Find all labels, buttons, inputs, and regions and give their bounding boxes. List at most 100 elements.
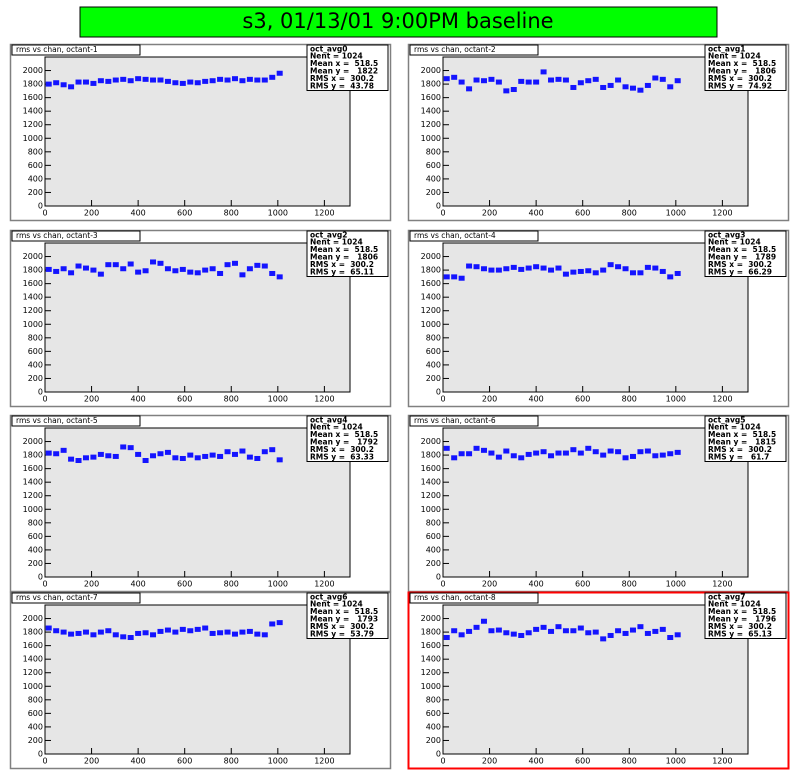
data-point [555,76,562,82]
data-point [231,631,238,637]
data-point [548,267,555,273]
data-point [82,455,89,461]
data-point [488,267,495,273]
data-point [451,74,458,80]
canvas-title: s3, 01/13/01 9:00PM baseline [242,9,553,33]
stats-line: Mean y = 1806 [310,253,378,262]
data-point [157,628,164,634]
data-point [644,448,651,454]
pad[interactable]: 0 200 400 600 800 1000 1200 1400 1600 1800 2000 0 20… [9,591,392,770]
data-point [540,265,547,271]
pad-title: rms vs chan, octant-7 [16,593,98,602]
data-point [659,268,666,274]
data-point [172,629,179,635]
data-point [615,449,622,455]
y-tick-label: 600 [426,532,441,541]
data-point [224,77,231,83]
y-tick-label: 1600 [23,641,43,650]
y-tick-label: 2000 [421,66,441,75]
data-point [577,268,584,274]
data-point [82,265,89,271]
data-point [90,267,97,273]
data-point [592,629,599,635]
y-tick-label: 1400 [421,478,441,487]
y-tick-label: 0 [436,750,441,759]
data-point [503,448,510,454]
data-point [239,629,246,635]
x-tick-label: 400 [130,757,145,766]
y-tick-label: 1800 [23,80,43,89]
data-point [68,84,75,90]
pad[interactable]: 0 200 400 600 800 1000 1200 1400 1600 1800 2000 0 20… [407,43,790,222]
data-point [667,274,674,280]
data-point [510,631,517,637]
stats-box [704,44,787,91]
y-tick-label: 1000 [23,134,43,143]
data-point [97,271,104,277]
pad[interactable]: 0 200 400 600 800 1000 1200 1400 1600 1800 2000 0 20… [407,229,790,408]
data-point [53,451,60,457]
data-point [540,624,547,630]
data-point [90,454,97,460]
data-point [667,635,674,641]
data-point [105,628,112,634]
data-point [577,625,584,631]
x-tick-label: 400 [130,580,145,589]
x-tick-label: 0 [440,757,445,766]
data-point [644,82,651,88]
y-tick-label: 1000 [23,505,43,514]
data-point [600,636,607,642]
data-point [187,452,194,458]
data-point [607,262,614,268]
x-tick-label: 1000 [268,757,288,766]
data-point [570,628,577,634]
y-tick-label: 200 [28,736,43,745]
pad[interactable]: 0 200 400 600 800 1000 1200 1400 1600 1800 2000 0 20… [407,591,790,770]
data-point [231,260,238,266]
data-point [615,77,622,83]
data-point [112,453,119,459]
stats-line: RMS y = 43.78 [310,82,374,91]
data-point [142,458,149,464]
data-point [488,76,495,82]
pad[interactable]: 0 200 400 600 800 1000 1200 1400 1600 1800 2000 0 20… [9,229,392,408]
y-tick-label: 1400 [23,293,43,302]
stats-line: Nent = 1024 [708,238,761,247]
data-point [150,259,157,265]
data-point [629,453,636,459]
data-point [209,630,216,636]
x-tick-label: 1000 [268,580,288,589]
y-tick-label: 1200 [23,668,43,677]
data-point [261,632,268,638]
pad-title: rms vs chan, octant-4 [414,231,496,240]
y-tick-label: 400 [28,360,43,369]
data-point [518,632,525,638]
x-tick-label: 1000 [666,580,686,589]
pad[interactable]: 0 200 400 600 800 1000 1200 1400 1600 1800 2000 0 20… [9,43,392,222]
data-point [68,270,75,276]
data-point [622,455,629,461]
y-tick-label: 1200 [421,668,441,677]
y-tick-label: 200 [28,559,43,568]
y-tick-label: 2000 [421,437,441,446]
x-tick-label: 1200 [712,209,732,218]
data-point [466,451,473,457]
data-point [525,265,532,271]
data-point [90,632,97,638]
pad-title: rms vs chan, octant-8 [414,593,496,602]
data-point [480,447,487,453]
data-point [105,78,112,84]
y-tick-label: 1400 [421,293,441,302]
pad-title-box [11,415,141,427]
pad[interactable]: 0 200 400 600 800 1000 1200 1400 1600 1800 2000 0 20… [9,414,392,593]
stats-line: Mean y = 1796 [708,615,776,624]
y-tick-label: 1200 [23,306,43,315]
stats-line: Mean x = 518.5 [310,607,378,616]
pad-title-box [11,592,141,604]
y-tick-label: 2000 [23,437,43,446]
y-tick-label: 1200 [421,120,441,129]
data-point [592,270,599,276]
pad[interactable]: 0 200 400 600 800 1000 1200 1400 1600 1800 2000 0 20… [407,414,790,593]
stats-name: oct_avg2 [310,231,347,240]
data-point [261,77,268,83]
